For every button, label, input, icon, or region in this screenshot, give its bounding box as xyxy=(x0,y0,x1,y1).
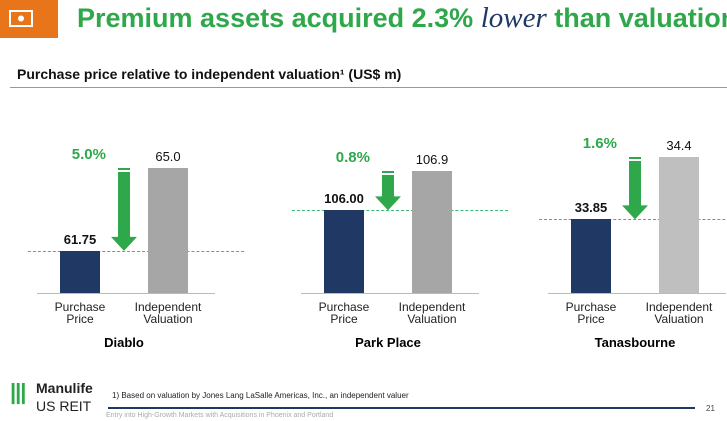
down-arrow xyxy=(375,170,401,210)
value-label: 61.75 xyxy=(63,231,97,247)
value-label: 34.4 xyxy=(666,138,692,153)
page-number: 21 xyxy=(706,404,715,413)
x-tick-label: Purchase Price xyxy=(54,300,106,326)
logo-name: Manulife xyxy=(36,380,93,396)
rule xyxy=(10,87,727,88)
bar xyxy=(571,219,611,293)
chart-title: Diablo xyxy=(104,335,144,350)
reference-line xyxy=(28,250,244,252)
value-label: 106.00 xyxy=(324,190,364,206)
title-emphasis: lower xyxy=(480,2,547,34)
down-arrow xyxy=(622,157,648,220)
x-axis xyxy=(301,293,479,294)
chart-title: Tanasbourne xyxy=(594,335,676,350)
value-label: 106.9 xyxy=(415,151,449,167)
x-axis xyxy=(37,293,215,294)
logo-mark: ||| xyxy=(10,379,27,404)
x-tick-label: Independent Valuation xyxy=(645,300,713,326)
title-part: Premium assets acquired 2.3% xyxy=(77,3,481,33)
bar xyxy=(659,157,699,293)
bar xyxy=(324,209,364,293)
bar xyxy=(60,250,100,293)
x-tick-label: Independent Valuation xyxy=(398,300,466,326)
change-annotation: 1.6% xyxy=(582,135,617,152)
change-annotation: 5.0% xyxy=(71,146,106,164)
reference-line xyxy=(292,209,508,211)
bar xyxy=(412,170,452,293)
value-label: 65.0 xyxy=(155,149,181,165)
down-arrow xyxy=(111,168,137,251)
footnote: 1) Based on valuation by Jones Lang LaSa… xyxy=(112,391,409,400)
x-tick-label: Independent Valuation xyxy=(134,300,202,326)
logo-sub: US REIT xyxy=(36,398,92,414)
chart-title: Park Place xyxy=(355,335,421,350)
money-icon xyxy=(9,10,33,27)
bar xyxy=(148,168,188,293)
x-tick-label: Purchase Price xyxy=(318,300,370,326)
slide-title: Premium assets acquired 2.3% lower than … xyxy=(77,2,727,35)
subtitle: Purchase price relative to independent v… xyxy=(17,66,402,82)
x-tick-label: Purchase Price xyxy=(565,300,617,326)
footer-caption: Entry into High-Growth Markets with Acqu… xyxy=(106,412,334,419)
footer-rule xyxy=(108,407,695,409)
reference-line xyxy=(539,219,727,221)
x-axis xyxy=(548,293,726,294)
header-icon xyxy=(0,0,58,38)
change-annotation: 0.8% xyxy=(335,148,370,166)
value-label: 33.85 xyxy=(574,200,608,216)
title-part: than valuation xyxy=(546,3,727,33)
